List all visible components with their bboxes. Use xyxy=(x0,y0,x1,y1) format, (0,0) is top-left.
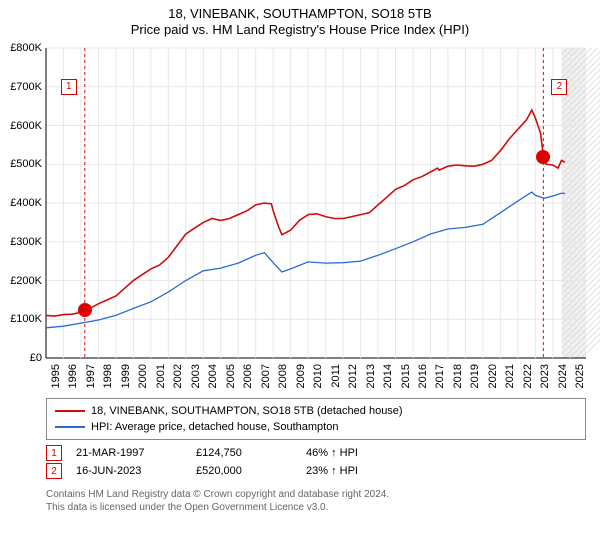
x-axis-label: 2009 xyxy=(295,364,307,388)
event-number-box: 1 xyxy=(46,445,62,461)
x-axis-label: 2008 xyxy=(277,364,289,388)
event-marker-label: 1 xyxy=(61,79,77,95)
y-axis-label: £100K xyxy=(0,313,42,325)
x-axis-label: 2021 xyxy=(504,364,516,388)
x-axis-label: 2002 xyxy=(172,364,184,388)
y-axis-label: £700K xyxy=(0,81,42,93)
legend-label: 18, VINEBANK, SOUTHAMPTON, SO18 5TB (det… xyxy=(91,405,403,417)
event-pct: 46% ↑ HPI xyxy=(306,447,416,459)
footer-line2: This data is licensed under the Open Gov… xyxy=(46,501,586,514)
y-axis-label: £500K xyxy=(0,158,42,170)
x-axis-label: 1995 xyxy=(50,364,62,388)
event-date: 16-JUN-2023 xyxy=(76,465,196,477)
event-price: £520,000 xyxy=(196,465,306,477)
x-axis-label: 2014 xyxy=(382,364,394,388)
x-axis-label: 2016 xyxy=(417,364,429,388)
legend-swatch xyxy=(55,410,85,412)
x-axis-label: 2011 xyxy=(330,364,342,388)
event-marker-label: 2 xyxy=(551,79,567,95)
event-row: 1 21-MAR-1997£124,75046% ↑ HPI xyxy=(46,444,586,462)
event-price: £124,750 xyxy=(196,447,306,459)
x-axis-label: 2024 xyxy=(557,364,569,388)
x-axis-label: 2012 xyxy=(347,364,359,388)
x-axis-label: 2022 xyxy=(522,364,534,388)
event-date: 21-MAR-1997 xyxy=(76,447,196,459)
x-axis-label: 1996 xyxy=(67,364,79,388)
x-axis-label: 2007 xyxy=(260,364,272,388)
x-axis-label: 2000 xyxy=(137,364,149,388)
x-axis-label: 2006 xyxy=(242,364,254,388)
x-axis-label: 2023 xyxy=(539,364,551,388)
event-row: 2 16-JUN-2023£520,00023% ↑ HPI xyxy=(46,462,586,480)
chart-plot-area: 12 xyxy=(46,48,586,358)
x-axis-label: 2025 xyxy=(574,364,586,388)
x-axis-label: 2001 xyxy=(155,364,167,388)
x-axis-label: 2019 xyxy=(469,364,481,388)
legend: 18, VINEBANK, SOUTHAMPTON, SO18 5TB (det… xyxy=(46,398,586,440)
legend-row: HPI: Average price, detached house, Sout… xyxy=(55,419,577,435)
x-axis-label: 2003 xyxy=(190,364,202,388)
legend-label: HPI: Average price, detached house, Sout… xyxy=(91,421,338,433)
x-axis-label: 2020 xyxy=(487,364,499,388)
x-axis-label: 2015 xyxy=(400,364,412,388)
x-axis-label: 2005 xyxy=(225,364,237,388)
x-axis-label: 2013 xyxy=(365,364,377,388)
y-axis-label: £600K xyxy=(0,120,42,132)
event-number-box: 2 xyxy=(46,463,62,479)
legend-swatch xyxy=(55,426,85,428)
legend-row: 18, VINEBANK, SOUTHAMPTON, SO18 5TB (det… xyxy=(55,403,577,419)
y-axis-label: £300K xyxy=(0,236,42,248)
footer-attribution: Contains HM Land Registry data © Crown c… xyxy=(46,488,586,514)
event-marker-dot xyxy=(536,150,550,164)
x-axis-label: 2004 xyxy=(207,364,219,388)
x-axis-label: 1997 xyxy=(85,364,97,388)
event-pct: 23% ↑ HPI xyxy=(306,465,416,477)
y-axis-label: £0 xyxy=(0,352,42,364)
x-axis-label: 1999 xyxy=(120,364,132,388)
event-marker-dot xyxy=(78,303,92,317)
event-table: 1 21-MAR-1997£124,75046% ↑ HPI 2 16-JUN-202… xyxy=(46,444,586,480)
y-axis-label: £800K xyxy=(0,42,42,54)
x-axis-label: 2010 xyxy=(312,364,324,388)
footer-line1: Contains HM Land Registry data © Crown c… xyxy=(46,488,586,501)
x-axis-label: 2018 xyxy=(452,364,464,388)
page-title: 18, VINEBANK, SOUTHAMPTON, SO18 5TB xyxy=(0,6,600,21)
y-axis-label: £400K xyxy=(0,197,42,209)
x-axis-label: 2017 xyxy=(434,364,446,388)
x-axis-label: 1998 xyxy=(102,364,114,388)
y-axis-label: £200K xyxy=(0,275,42,287)
page-subtitle: Price paid vs. HM Land Registry's House … xyxy=(0,22,600,37)
